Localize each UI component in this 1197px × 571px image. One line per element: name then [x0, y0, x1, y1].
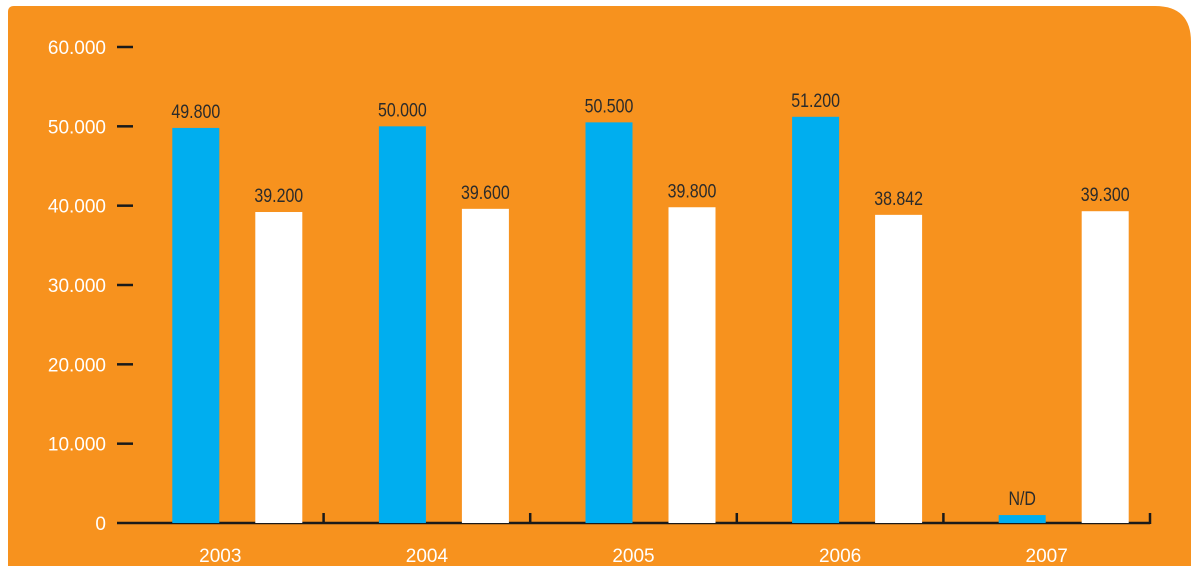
bar-value-label: N/D — [1008, 488, 1035, 510]
bar — [998, 515, 1046, 523]
bar — [255, 212, 303, 523]
y-tick-label: 60.000 — [48, 38, 106, 59]
bar — [1081, 211, 1129, 523]
bar-value-label: 38.842 — [874, 188, 923, 210]
y-tick-label: 50.000 — [48, 117, 106, 138]
bar-value-label: 50.500 — [585, 95, 634, 117]
data-labels: 49.800 39.200 50.000 39.600 50.500 39.800 51.2… — [171, 89, 1129, 509]
x-category-label: 2006 — [819, 546, 861, 566]
axes: 0 10.000 20.000 30.000 40.000 50.000 60.000 200… — [48, 38, 1152, 567]
x-category-label: 2004 — [406, 546, 449, 566]
bar — [461, 208, 509, 523]
bar — [792, 116, 840, 524]
bar — [668, 207, 716, 523]
bar — [172, 127, 220, 524]
y-tick-label: 0 — [95, 514, 106, 535]
y-tick-label: 30.000 — [48, 276, 106, 297]
bar — [378, 126, 426, 523]
bar — [875, 214, 923, 524]
bar-value-label: 51.200 — [791, 89, 840, 111]
bar-value-label: 49.800 — [171, 101, 220, 123]
y-tick-label: 40.000 — [48, 197, 106, 218]
x-category-label: 2007 — [1026, 546, 1068, 566]
bar-value-label: 39.800 — [668, 180, 717, 202]
bar-value-label: 39.600 — [461, 182, 510, 204]
bar — [585, 122, 633, 523]
y-tick-label: 10.000 — [48, 435, 106, 456]
bar-value-label: 39.300 — [1081, 184, 1130, 206]
bar-value-label: 50.000 — [378, 99, 427, 121]
bar-value-label: 39.200 — [254, 185, 303, 207]
bars — [172, 116, 1129, 524]
x-category-label: 2003 — [199, 546, 241, 566]
y-tick-label: 20.000 — [48, 355, 106, 376]
x-category-label: 2005 — [612, 546, 654, 566]
